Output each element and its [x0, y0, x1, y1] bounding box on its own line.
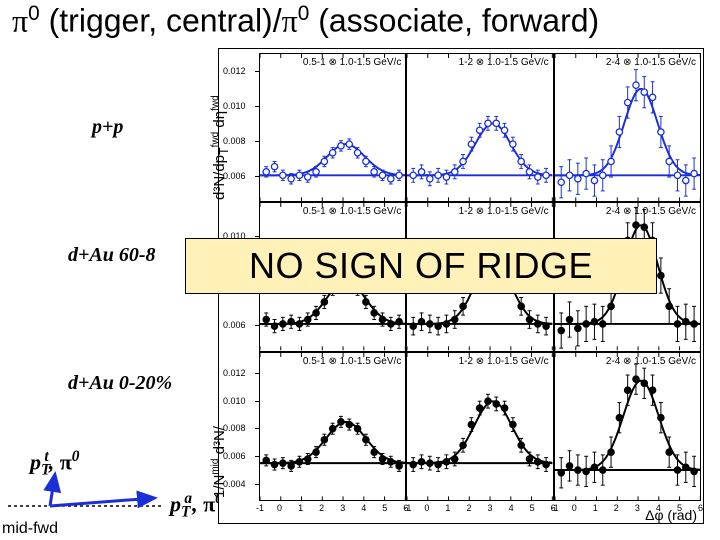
xtick-label: 6 [698, 503, 703, 513]
plot-svg [260, 353, 405, 500]
ytick-label: 0.012 [223, 368, 246, 378]
title-part1: (trigger, central)/ [49, 3, 282, 39]
xtick-label: 6 [403, 503, 408, 513]
xtick-label: 2 [466, 503, 471, 513]
xtick-label: 0 [572, 503, 577, 513]
xtick-label: 3 [635, 503, 640, 513]
ytick-label: 0.012 [223, 66, 246, 76]
panel-r2-c2: 2-4 ⊗ 1.0-1.5 GeV/c [554, 352, 701, 501]
panel-r0-c0: 0.5-1 ⊗ 1.0-1.5 GeV/c [259, 53, 406, 202]
xaxis-label: Δφ (rad) [645, 507, 697, 523]
xtick-label: 1 [298, 503, 303, 513]
row-label-dau0: d+Au 0-20% [68, 372, 172, 395]
arrow-diagram [0, 460, 230, 540]
panel-r2-c0: 0.5-1 ⊗ 1.0-1.5 GeV/c [259, 352, 406, 501]
xtick-label: 5 [530, 503, 535, 513]
ytick-label: 0.010 [223, 396, 246, 406]
row-label-dau60: d+Au 60-8 [68, 244, 156, 267]
xtick-label: 4 [361, 503, 366, 513]
ytick-label: 0.006 [223, 320, 246, 330]
slide: π0 (trigger, central)/π0 (associate, for… [0, 0, 720, 540]
xtick-label: 0 [277, 503, 282, 513]
ylabel-bot: 1/Nmid d³N/ [210, 426, 228, 498]
xtick-label: 3 [340, 503, 345, 513]
xtick-label: 6 [551, 503, 556, 513]
banner-text: NO SIGN OF RIDGE [249, 245, 593, 287]
plot-svg [407, 54, 552, 201]
panel-r0-c2: 2-4 ⊗ 1.0-1.5 GeV/c [554, 53, 701, 202]
xtick-label: 3 [488, 503, 493, 513]
plot-svg [555, 353, 700, 500]
xtick-label: 5 [382, 503, 387, 513]
xtick-label: 2 [319, 503, 324, 513]
xtick-label: 1 [445, 503, 450, 513]
plot-svg [555, 54, 700, 201]
slide-title: π0 (trigger, central)/π0 (associate, for… [12, 2, 599, 40]
plot-svg [260, 54, 405, 201]
title-part2: (associate, forward) [318, 3, 599, 39]
xtick-label: 1 [593, 503, 598, 513]
xtick-label: -1 [256, 503, 264, 513]
xtick-label: 2 [614, 503, 619, 513]
xtick-label: 4 [509, 503, 514, 513]
panel-r0-c1: 1-2 ⊗ 1.0-1.5 GeV/c [406, 53, 553, 202]
row-label-pp: p+p [92, 116, 123, 139]
plot-svg [407, 353, 552, 500]
xtick-label: 0 [424, 503, 429, 513]
panel-r2-c1: 1-2 ⊗ 1.0-1.5 GeV/c [406, 352, 553, 501]
ylabel-top: d³N/dpTfwd dηfwd [210, 95, 231, 200]
no-ridge-banner: NO SIGN OF RIDGE [185, 238, 657, 294]
